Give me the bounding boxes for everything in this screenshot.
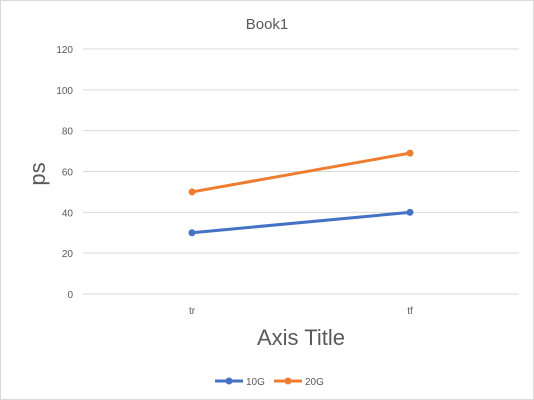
x-axis-title: Axis Title: [257, 325, 345, 350]
legend-marker: [285, 378, 292, 385]
data-point: [407, 209, 414, 216]
legend-item: 10G: [215, 377, 265, 388]
x-tick-labels: tr tf: [189, 306, 413, 317]
y-tick-label: 100: [56, 86, 73, 97]
series-line: [192, 153, 410, 192]
series-20G: [189, 150, 414, 196]
legend-label: 20G: [305, 377, 324, 388]
y-tick-label: 0: [67, 290, 73, 301]
legend-marker: [226, 378, 233, 385]
y-tick-label: 120: [56, 45, 73, 56]
y-tick-label: 40: [62, 208, 74, 219]
x-tick-label: tf: [407, 306, 413, 317]
x-tick-label: tr: [189, 306, 196, 317]
data-point: [189, 188, 196, 195]
series-10G: [189, 209, 414, 236]
data-point: [407, 150, 414, 157]
y-tick-label: 60: [62, 168, 74, 179]
legend-item: 20G: [274, 377, 324, 388]
legend-label: 10G: [246, 377, 265, 388]
y-tick-labels: 0 20 40 60 80 100 120: [56, 45, 73, 301]
chart-title: Book1: [246, 16, 289, 33]
series-line: [192, 212, 410, 232]
series-lines: [189, 150, 414, 237]
y-axis-title: ps: [25, 162, 50, 185]
y-tick-label: 80: [62, 127, 74, 138]
data-point: [189, 229, 196, 236]
y-tick-label: 20: [62, 249, 74, 260]
legend: 10G 20G: [215, 377, 324, 388]
